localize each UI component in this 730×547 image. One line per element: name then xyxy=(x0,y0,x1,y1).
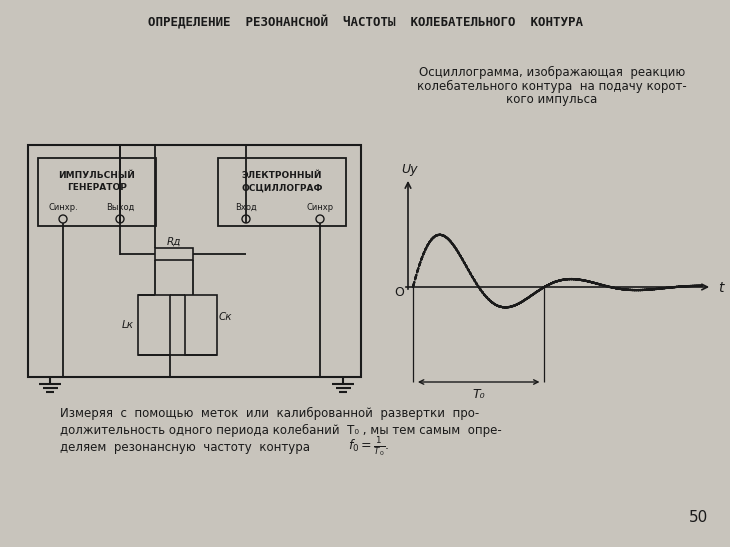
Bar xyxy=(185,295,217,355)
Text: 50: 50 xyxy=(688,510,707,526)
Bar xyxy=(38,158,156,226)
Text: должительность одного периода колебаний  T₀ , мы тем самым  опре-: должительность одного периода колебаний … xyxy=(60,423,502,437)
Bar xyxy=(155,248,193,260)
Text: Lк: Lк xyxy=(122,320,134,330)
Text: кого импульса: кого импульса xyxy=(507,94,598,107)
Text: t: t xyxy=(718,281,723,295)
Text: ЭЛЕКТРОННЫЙ: ЭЛЕКТРОННЫЙ xyxy=(242,172,322,181)
Text: Вход: Вход xyxy=(235,202,257,212)
Text: T₀: T₀ xyxy=(472,387,485,400)
Text: Uу: Uу xyxy=(402,162,418,176)
Text: Выход: Выход xyxy=(106,202,134,212)
Bar xyxy=(218,158,346,226)
Text: Rд: Rд xyxy=(167,237,181,247)
Text: Cк: Cк xyxy=(218,312,231,322)
Text: Измеряя  с  помощью  меток  или  калиброванной  развертки  про-: Измеряя с помощью меток или калиброванно… xyxy=(60,406,480,420)
Text: ГЕНЕРАТОР: ГЕНЕРАТОР xyxy=(67,183,127,193)
Text: ОСЦИЛЛОГРАФ: ОСЦИЛЛОГРАФ xyxy=(241,183,323,193)
Text: Осциллограмма, изображающая  реакцию: Осциллограмма, изображающая реакцию xyxy=(419,66,685,79)
Bar xyxy=(28,145,361,377)
Text: ИМПУЛЬСНЫЙ: ИМПУЛЬСНЫЙ xyxy=(58,172,136,181)
Text: Синхр: Синхр xyxy=(307,202,334,212)
Text: деляем  резонансную  частоту  контура: деляем резонансную частоту контура xyxy=(60,440,310,453)
Text: Синхр.: Синхр. xyxy=(48,202,78,212)
Text: O: O xyxy=(394,286,404,299)
Text: ОПРЕДЕЛЕНИЕ  РЕЗОНАНСНОЙ  ЧАСТОТЫ  КОЛЕБАТЕЛЬНОГО  КОНТУРА: ОПРЕДЕЛЕНИЕ РЕЗОНАНСНОЙ ЧАСТОТЫ КОЛЕБАТЕ… xyxy=(147,15,583,29)
Text: $f_0{=}\frac{1}{T_0}.$: $f_0{=}\frac{1}{T_0}.$ xyxy=(348,435,389,459)
Bar xyxy=(138,295,170,355)
Text: колебательного контура  на подачу корот-: колебательного контура на подачу корот- xyxy=(417,79,687,92)
